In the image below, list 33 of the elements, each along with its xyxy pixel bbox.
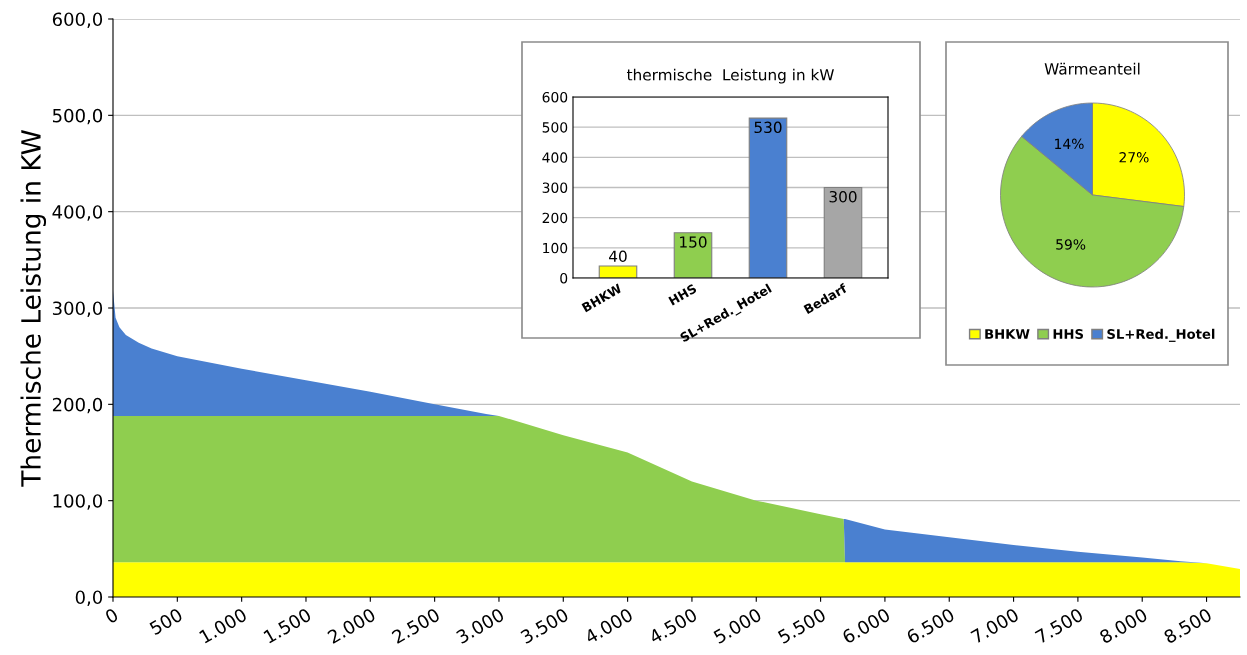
data-label: 530	[754, 121, 782, 134]
data-label: 300	[829, 190, 857, 203]
bar	[673, 232, 713, 278]
data-label: 14%	[1055, 138, 1084, 150]
y-tick-label: 500	[542, 122, 568, 133]
x-tick-label: 0	[104, 607, 119, 624]
y-tick-label: 100,0	[53, 494, 103, 510]
y-tick-label: 500,0	[52, 108, 103, 125]
y-axis-title: Thermische Leistung in KW	[20, 130, 47, 487]
bar	[823, 186, 863, 278]
data-label: 27%	[1119, 152, 1149, 163]
y-tick-label: 400,0	[52, 205, 103, 221]
y-tick-label: 400	[542, 152, 568, 163]
bar	[748, 117, 788, 278]
y-tick-label: 0,0	[75, 590, 103, 606]
y-tick-label: 300,0	[52, 301, 103, 317]
bar	[598, 265, 638, 278]
y-tick-label: 0	[560, 272, 568, 284]
data-label: 59%	[1056, 239, 1086, 250]
chart-title: thermische Leistung in kW	[626, 68, 834, 84]
data-label: 150	[680, 236, 707, 248]
y-tick-label: 600	[542, 91, 568, 103]
data-label: 40	[609, 250, 627, 263]
legend-label: HHS	[1053, 329, 1084, 339]
chart-title: Wärmeanteil	[1044, 62, 1140, 75]
y-tick-label: 100	[543, 242, 568, 254]
y-tick-label: 200	[542, 212, 568, 224]
y-tick-label: 200,0	[52, 397, 103, 414]
x-tick-label: 500	[148, 607, 184, 636]
legend-label: BHKW	[985, 329, 1030, 339]
y-tick-label: 600,0	[52, 12, 103, 28]
y-tick-label: 300	[542, 182, 568, 193]
legend-label: SL+Red._Hotel	[1107, 328, 1215, 342]
